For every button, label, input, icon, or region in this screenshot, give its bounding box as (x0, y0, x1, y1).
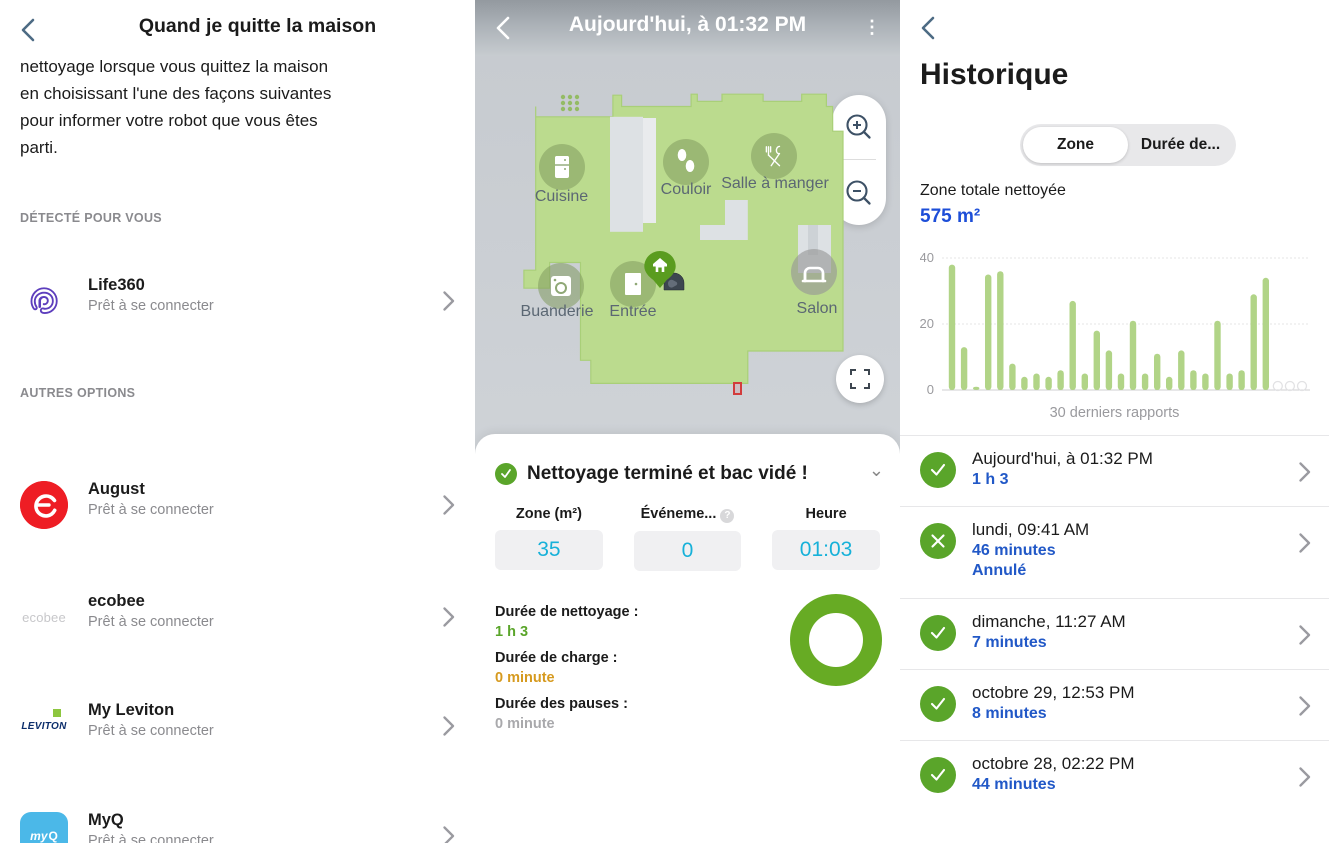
svg-text:20: 20 (920, 316, 934, 331)
svg-text:0: 0 (927, 382, 934, 397)
svg-text:40: 40 (920, 250, 934, 265)
